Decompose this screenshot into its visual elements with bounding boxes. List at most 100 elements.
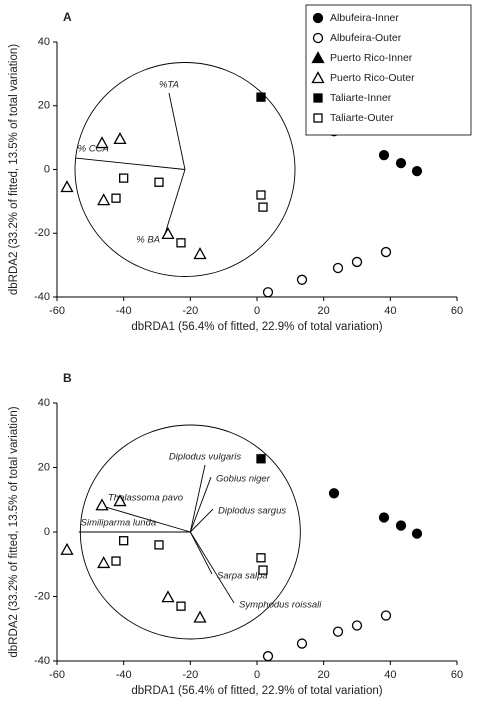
x-tick-label: 40	[384, 305, 396, 317]
point	[256, 553, 266, 563]
point	[258, 202, 268, 212]
y-tick-label: -40	[34, 655, 50, 667]
legend-box	[305, 4, 472, 136]
y-tick-label: 0	[44, 163, 50, 175]
x-tick-label: 60	[451, 305, 463, 317]
legend-marker	[313, 93, 323, 103]
point	[380, 246, 392, 258]
y-tick-label: 40	[38, 397, 50, 409]
point	[258, 565, 268, 575]
vector-label: Diplodus sargus	[218, 506, 286, 517]
legend-label: Puerto Rico-Outer	[330, 72, 415, 84]
point	[154, 540, 164, 550]
legend-marker	[311, 51, 325, 64]
point	[111, 556, 121, 566]
point	[395, 520, 407, 531]
panel: B -40 -20 0 20 40 -60 -40 -20 0 20 40 60 dbRDA1 (56.4…	[8, 371, 463, 697]
point	[411, 528, 423, 539]
point	[119, 173, 129, 183]
point	[176, 238, 186, 248]
vector-label: % CCA	[78, 144, 109, 155]
point	[60, 180, 74, 193]
vector-label: Gobius niger	[216, 474, 271, 485]
point	[395, 157, 407, 169]
vector-label: Sarpa salpa	[217, 570, 268, 581]
vector	[189, 464, 206, 533]
point	[111, 193, 121, 203]
vector	[163, 169, 186, 238]
panel: A -40 -20 0 20 40 -60 -40 -20 0 20 40 60 dbRDA1 (56.4…	[8, 4, 472, 333]
point	[154, 177, 164, 187]
vector	[189, 531, 213, 575]
point	[60, 542, 74, 555]
point	[161, 590, 175, 603]
legend-label: Puerto Rico-Inner	[330, 52, 413, 64]
legend-label: Taliarte-Inner	[330, 92, 392, 104]
point	[351, 256, 363, 268]
x-tick-label: 20	[318, 669, 330, 681]
x-tick-label: 20	[318, 305, 330, 317]
point	[378, 150, 390, 161]
point	[97, 556, 111, 569]
x-tick-label: 0	[254, 305, 260, 317]
y-tick-label: 20	[38, 461, 50, 473]
x-tick-label: -60	[49, 305, 65, 317]
panel-label: A	[63, 10, 72, 24]
legend-label: Taliarte-Outer	[330, 112, 394, 124]
x-tick-label: -60	[49, 669, 65, 681]
x-tick-label: 0	[254, 669, 260, 681]
point	[119, 536, 129, 546]
point	[113, 132, 127, 145]
point	[161, 227, 175, 240]
point	[256, 454, 266, 464]
point	[95, 136, 109, 149]
point	[296, 638, 308, 649]
vector	[75, 157, 186, 170]
y-axis-title: dbRDA2 (33.2% of fitted, 13.5% of total …	[8, 44, 20, 295]
panel-label: B	[63, 371, 72, 385]
point	[332, 262, 344, 274]
x-tick-label: -40	[116, 669, 132, 681]
point	[380, 610, 392, 621]
correlation-circle	[74, 62, 296, 277]
legend-marker	[312, 32, 324, 44]
x-axis-title: dbRDA1 (56.4% of fitted, 22.9% of total …	[131, 685, 382, 697]
vector	[105, 506, 191, 533]
x-tick-label: -20	[182, 305, 198, 317]
y-tick-label: -20	[34, 590, 50, 602]
point	[262, 287, 274, 298]
vector-label: Thalassoma pavo	[108, 493, 183, 504]
vector	[189, 531, 235, 604]
point	[193, 247, 207, 260]
vector-label: Symphodus roissali	[239, 599, 322, 610]
point	[113, 494, 127, 507]
point	[256, 92, 266, 102]
point	[411, 165, 423, 177]
point	[332, 626, 344, 637]
point	[262, 651, 274, 662]
point	[193, 610, 207, 623]
vector	[168, 92, 186, 170]
x-tick-label: 60	[451, 669, 463, 681]
legend-label: Albufeira-Inner	[330, 12, 399, 24]
y-tick-label: -40	[34, 291, 50, 303]
vector-label: % BA	[136, 235, 160, 246]
legend-label: Albufeira-Outer	[330, 32, 402, 44]
y-tick-label: 20	[38, 100, 50, 112]
legend-marker	[312, 12, 324, 24]
vector-label: Similiparma lunda	[81, 518, 157, 529]
legend: Albufeira-Inner Albufeira-Outer Puerto Ric…	[305, 4, 472, 136]
legend-marker	[311, 71, 325, 84]
y-tick-label: 40	[38, 36, 50, 48]
point	[256, 190, 266, 200]
vector	[190, 508, 214, 533]
point	[351, 620, 363, 631]
point	[176, 601, 186, 611]
point	[95, 498, 109, 511]
point	[296, 274, 308, 285]
vector	[189, 477, 212, 533]
x-tick-label: -20	[182, 669, 198, 681]
x-tick-label: 40	[384, 669, 396, 681]
